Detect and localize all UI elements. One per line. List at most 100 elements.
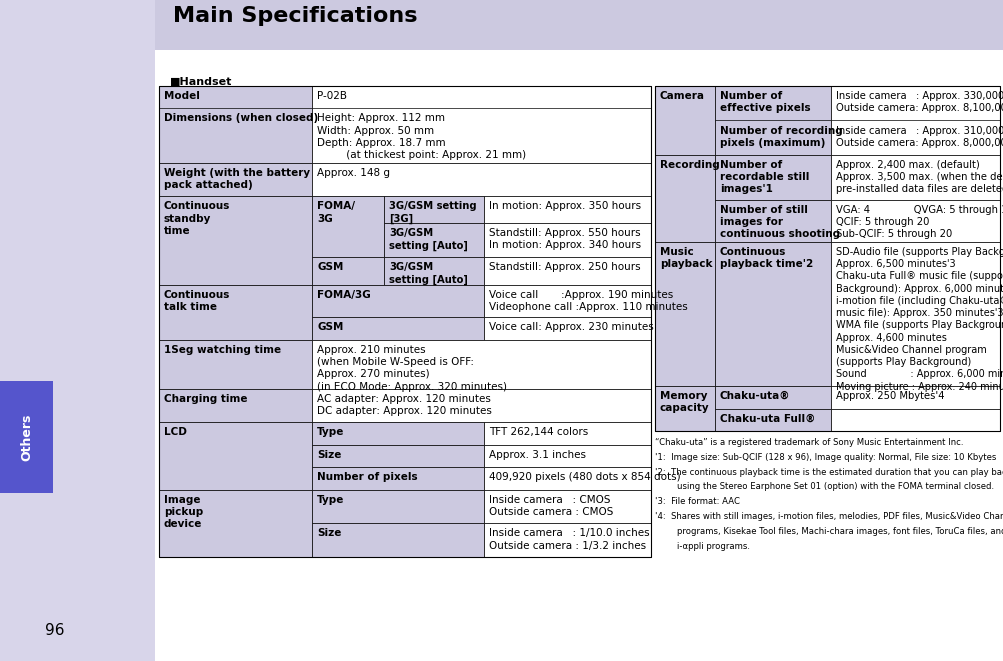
Text: Main Specifications: Main Specifications [173,6,417,26]
Text: Type: Type [317,428,344,438]
Bar [830,242,999,386]
Bar [312,163,650,196]
Bar [158,196,312,285]
Text: Number of still
images for
continuous shooting: Number of still images for continuous sh… [719,205,840,239]
Bar [483,317,650,340]
Bar [312,258,383,285]
Text: '3:  File format: AAC: '3: File format: AAC [654,497,739,506]
Bar [158,340,312,389]
Bar [154,0,1003,661]
Text: Camera: Camera [659,91,704,101]
Text: 3G/GSM setting
[3G]: 3G/GSM setting [3G] [388,202,476,224]
Text: Approx. 3.1 inches: Approx. 3.1 inches [488,450,586,460]
Text: Approx. 210 minutes
(when Mobile W-Speed is OFF:
Approx. 270 minutes)
(in ECO Mo: Approx. 210 minutes (when Mobile W-Speed… [317,345,507,392]
Text: 96: 96 [45,623,64,638]
Text: GSM: GSM [317,323,343,332]
Text: Number of
recordable still
images'1: Number of recordable still images'1 [719,160,808,194]
Bar [483,467,650,490]
Bar [158,86,650,557]
Text: Inside camera   : CMOS
Outside camera : CMOS: Inside camera : CMOS Outside camera : CM… [488,495,613,518]
Bar [158,285,312,340]
Text: Standstill: Approx. 550 hours
In motion: Approx. 340 hours: Standstill: Approx. 550 hours In motion:… [488,228,641,251]
Text: VGA: 4              QVGA: 5 through 10
QCIF: 5 through 20
Sub-QCIF: 5 through 20: VGA: 4 QVGA: 5 through 10 QCIF: 5 throug… [835,205,1003,239]
Bar [714,200,830,242]
Bar [312,108,650,163]
Bar [830,86,999,120]
Text: FOMA/3G: FOMA/3G [317,290,370,300]
Text: programs, Kisekae Tool files, Machi-chara images, font files, ToruCa files, and: programs, Kisekae Tool files, Machi-char… [654,527,1003,536]
Bar [483,223,650,258]
Text: using the Stereo Earphone Set 01 (option) with the FOMA terminal closed.: using the Stereo Earphone Set 01 (option… [654,483,993,491]
Bar [312,490,483,524]
Text: Voice call: Approx. 230 minutes: Voice call: Approx. 230 minutes [488,323,653,332]
Bar [483,422,650,445]
Bar [714,242,830,386]
Bar [383,258,483,285]
Text: 3G/GSM
setting [Auto]: 3G/GSM setting [Auto] [388,262,467,285]
Text: Image
pickup
device: Image pickup device [163,495,203,529]
Text: GSM: GSM [317,262,343,272]
Bar [158,422,312,490]
Text: Chaku-uta Full®: Chaku-uta Full® [719,414,814,424]
Text: Model: Model [163,91,200,101]
Text: Chaku-uta®: Chaku-uta® [719,391,789,401]
Text: Others: Others [20,413,33,461]
Text: Inside camera   : Approx. 310,000 pixels
Outside camera: Approx. 8,000,000 pixel: Inside camera : Approx. 310,000 pixels O… [835,126,1003,148]
Text: Continuous
talk time: Continuous talk time [163,290,230,312]
Text: TFT 262,144 colors: TFT 262,144 colors [488,428,588,438]
Text: Inside camera   : Approx. 330,000 pixels
Outside camera: Approx. 8,100,000 pixel: Inside camera : Approx. 330,000 pixels O… [835,91,1003,113]
Bar [483,285,650,317]
Text: '2:  The continuous playback time is the estimated duration that you can play ba: '2: The continuous playback time is the … [654,467,1003,477]
Text: SD-Audio file (supports Play Background):
Approx. 6,500 minutes'3
Chaku-uta Full: SD-Audio file (supports Play Background)… [835,247,1003,391]
Text: Number of
effective pixels: Number of effective pixels [719,91,809,113]
Text: Memory
capacity: Memory capacity [659,391,709,413]
Text: AC adapter: Approx. 120 minutes
DC adapter: Approx. 120 minutes: AC adapter: Approx. 120 minutes DC adapt… [317,394,491,416]
Text: Voice call       :Approx. 190 minutes
Videophone call :Approx. 110 minutes: Voice call :Approx. 190 minutes Videopho… [488,290,687,312]
Bar [830,408,999,431]
Bar [158,389,312,422]
Text: “Chaku-uta” is a registered trademark of Sony Music Entertainment Inc.: “Chaku-uta” is a registered trademark of… [654,438,963,447]
Text: '1:  Image size: Sub-QCIF (128 x 96), Image quality: Normal, File size: 10 Kbyte: '1: Image size: Sub-QCIF (128 x 96), Ima… [654,453,995,462]
Bar [654,86,999,431]
Bar [483,196,650,223]
Bar [312,196,383,258]
Bar [654,155,714,242]
Text: Charging time: Charging time [163,394,248,404]
Bar [483,524,650,557]
Bar [312,422,483,445]
Bar [714,155,830,200]
Bar [312,86,650,108]
Text: '4:  Shares with still images, i-motion files, melodies, PDF files, Music&Video : '4: Shares with still images, i-motion f… [654,512,1003,521]
Bar [312,317,483,340]
Bar [158,86,312,108]
Bar [830,155,999,200]
Text: Size: Size [317,529,341,539]
Bar [158,490,312,557]
Bar [0,381,53,493]
Bar [654,86,714,155]
Bar [312,445,483,467]
Text: Weight (with the battery
pack attached): Weight (with the battery pack attached) [163,168,310,190]
Bar [483,445,650,467]
Text: Continuous
standby
time: Continuous standby time [163,202,230,236]
Text: Type: Type [317,495,344,505]
Text: Number of recording
pixels (maximum): Number of recording pixels (maximum) [719,126,842,148]
Bar [714,86,830,120]
Text: Approx. 148 g: Approx. 148 g [317,168,389,178]
Text: Standstill: Approx. 250 hours: Standstill: Approx. 250 hours [488,262,640,272]
Text: In motion: Approx. 350 hours: In motion: Approx. 350 hours [488,202,641,212]
Text: Size: Size [317,450,341,460]
Text: Music
playback: Music playback [659,247,712,269]
Bar [654,386,714,431]
Bar [830,200,999,242]
Bar [830,120,999,155]
Text: Continuous
playback time'2: Continuous playback time'2 [719,247,812,269]
Bar [312,340,650,389]
Text: Recording: Recording [659,160,719,170]
Bar [714,408,830,431]
Bar [158,163,312,196]
Text: 409,920 pixels (480 dots x 854 dots): 409,920 pixels (480 dots x 854 dots) [488,473,680,483]
Text: Dimensions (when closed): Dimensions (when closed) [163,114,318,124]
Bar [714,386,830,408]
Bar [312,524,483,557]
